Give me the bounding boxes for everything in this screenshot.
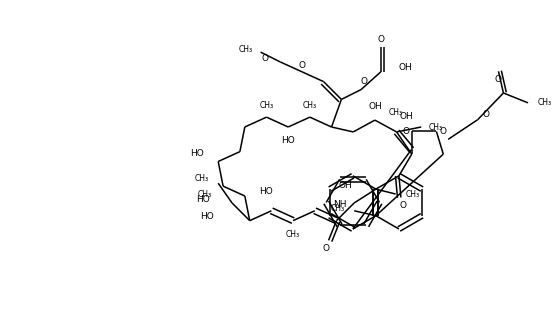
Text: CH₃: CH₃ (389, 108, 403, 117)
Text: O: O (482, 110, 489, 119)
Text: O: O (378, 35, 384, 44)
Text: CH₃: CH₃ (286, 230, 300, 239)
Text: O: O (262, 55, 268, 64)
Text: HO: HO (200, 212, 214, 221)
Text: CH₃: CH₃ (538, 99, 552, 107)
Text: OH: OH (368, 102, 382, 111)
Text: CH₃: CH₃ (330, 204, 344, 213)
Text: CH₃: CH₃ (238, 45, 253, 54)
Text: OH: OH (399, 63, 412, 72)
Text: O: O (400, 201, 406, 210)
Text: CH₃: CH₃ (259, 101, 274, 110)
Text: CH₃: CH₃ (406, 190, 420, 199)
Text: NH: NH (333, 200, 346, 209)
Text: O: O (495, 75, 502, 84)
Text: HO: HO (190, 149, 204, 158)
Text: CH₃: CH₃ (194, 174, 208, 183)
Text: CH₃: CH₃ (303, 101, 317, 110)
Text: OH: OH (400, 112, 413, 121)
Text: O: O (299, 61, 305, 70)
Text: O: O (360, 77, 368, 86)
Text: CH₃: CH₃ (197, 190, 211, 199)
Text: CH₃: CH₃ (429, 122, 443, 131)
Text: HO: HO (282, 136, 295, 145)
Text: HO: HO (259, 187, 273, 195)
Text: O: O (402, 127, 410, 136)
Text: O: O (322, 244, 329, 253)
Text: HO: HO (197, 195, 210, 204)
Text: O: O (440, 127, 447, 136)
Text: OH: OH (338, 181, 352, 190)
